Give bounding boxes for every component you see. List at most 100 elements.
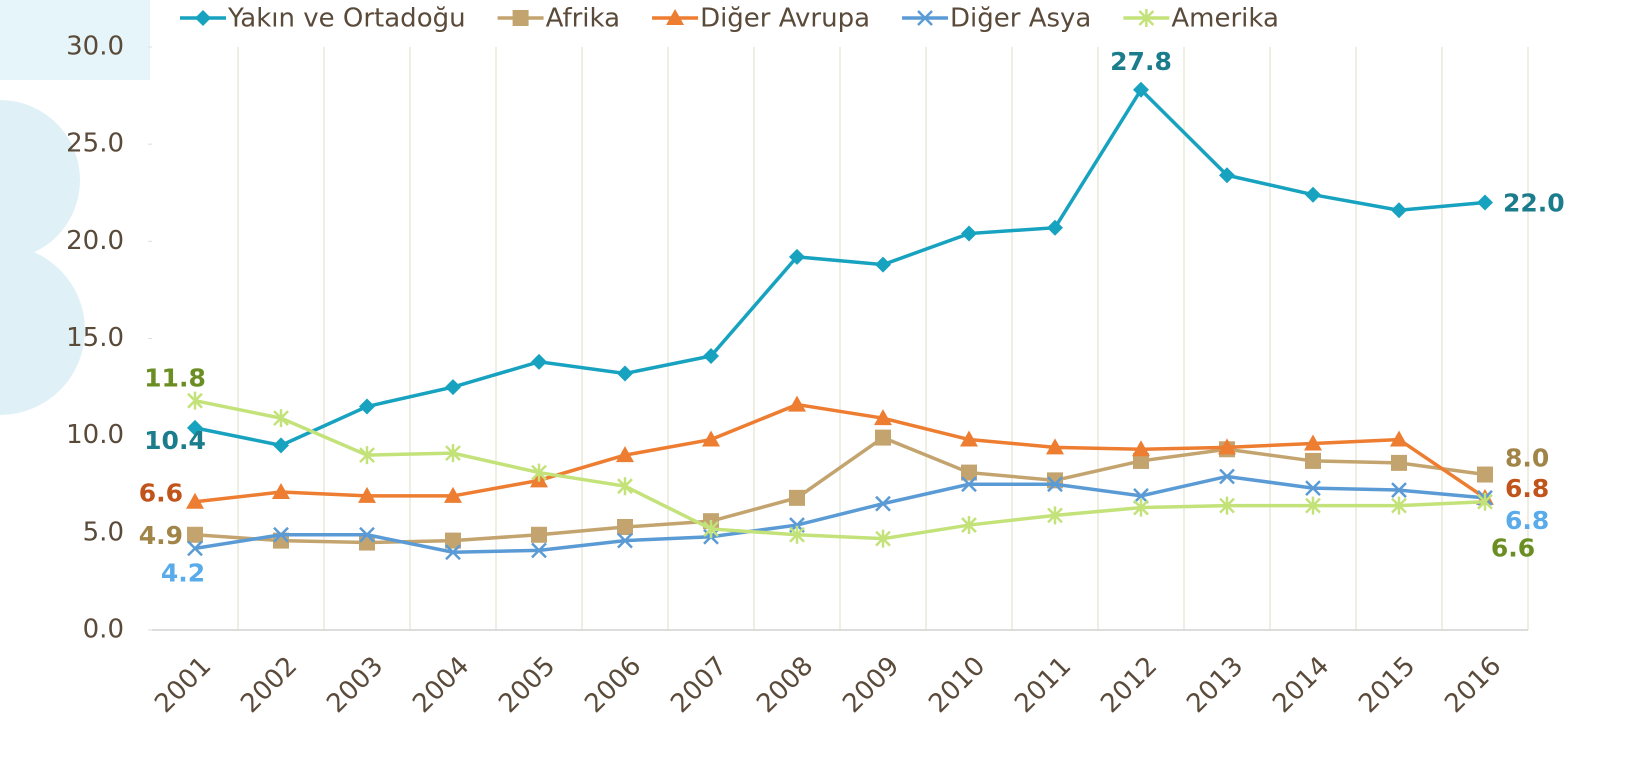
marker bbox=[702, 430, 720, 447]
marker bbox=[1218, 438, 1236, 455]
marker bbox=[445, 544, 461, 561]
marker bbox=[186, 492, 204, 509]
marker bbox=[195, 10, 211, 26]
x-tick-label: 2009 bbox=[837, 651, 905, 719]
y-tick-label: 10.0 bbox=[66, 420, 124, 450]
legend-item: Yakın ve Ortadoğu bbox=[180, 4, 466, 34]
marker bbox=[359, 398, 375, 415]
series bbox=[187, 391, 1493, 548]
marker bbox=[1391, 202, 1407, 219]
marker bbox=[1133, 498, 1149, 517]
data-label: 27.8 bbox=[1110, 47, 1172, 76]
marker bbox=[789, 489, 805, 506]
marker bbox=[788, 395, 806, 412]
y-tick-label: 20.0 bbox=[66, 226, 124, 256]
data-label: 22.0 bbox=[1503, 188, 1565, 217]
marker bbox=[1133, 81, 1149, 98]
marker bbox=[960, 430, 978, 447]
marker bbox=[272, 483, 290, 500]
marker bbox=[961, 476, 977, 493]
marker bbox=[1046, 438, 1064, 455]
marker bbox=[617, 519, 633, 536]
marker bbox=[1047, 219, 1063, 236]
line bbox=[194, 86, 1486, 448]
marker bbox=[1477, 194, 1493, 211]
marker bbox=[531, 526, 547, 543]
marker bbox=[531, 542, 547, 559]
marker bbox=[531, 463, 547, 482]
marker bbox=[617, 477, 633, 496]
y-tick-label: 5.0 bbox=[83, 517, 124, 547]
x-tick-label: 2008 bbox=[751, 651, 819, 719]
marker bbox=[875, 429, 891, 446]
x-tick-label: 2004 bbox=[407, 651, 475, 719]
marker bbox=[917, 10, 933, 26]
marker bbox=[1219, 496, 1235, 515]
marker bbox=[1047, 476, 1063, 493]
marker bbox=[1305, 186, 1321, 203]
x-tick-label: 2015 bbox=[1353, 651, 1421, 719]
marker bbox=[1133, 488, 1149, 504]
y-tick-label: 0.0 bbox=[83, 615, 124, 645]
marker bbox=[187, 526, 203, 543]
x-tick-label: 2006 bbox=[579, 651, 647, 719]
line bbox=[194, 402, 1486, 504]
line bbox=[194, 398, 1486, 541]
marker bbox=[187, 540, 203, 557]
data-label: 6.6 bbox=[139, 479, 183, 508]
legend-item: Amerika bbox=[1123, 4, 1279, 34]
x-tick-label: 2016 bbox=[1439, 651, 1507, 719]
marker bbox=[617, 532, 633, 549]
marker bbox=[875, 529, 891, 548]
data-label: 8.0 bbox=[1505, 444, 1549, 473]
marker bbox=[187, 419, 203, 436]
data-label: 11.8 bbox=[144, 364, 206, 393]
marker bbox=[358, 486, 376, 503]
marker bbox=[875, 495, 891, 512]
marker bbox=[961, 225, 977, 242]
data-label: 6.8 bbox=[1505, 506, 1549, 535]
decoration bbox=[0, 0, 150, 415]
marker bbox=[1391, 496, 1407, 515]
marker bbox=[445, 444, 461, 463]
marker bbox=[1133, 452, 1149, 469]
marker bbox=[703, 519, 719, 538]
legend-label: Afrika bbox=[546, 4, 620, 34]
legend-label: Diğer Asya bbox=[950, 4, 1091, 34]
x-tick-label: 2011 bbox=[1009, 651, 1077, 719]
marker bbox=[512, 10, 529, 26]
data-label: 10.4 bbox=[144, 426, 206, 455]
series bbox=[186, 395, 1494, 509]
marker bbox=[703, 347, 719, 364]
y-tick-label: 30.0 bbox=[66, 32, 124, 62]
legend-item: Afrika bbox=[497, 4, 620, 34]
x-tick-label: 2010 bbox=[923, 651, 991, 719]
y-tick-label: 15.0 bbox=[66, 323, 124, 353]
marker bbox=[359, 526, 375, 543]
marker bbox=[1477, 466, 1493, 483]
x-tick-label: 2003 bbox=[321, 651, 389, 719]
marker bbox=[445, 532, 461, 549]
marker bbox=[273, 409, 289, 428]
data-label: 4.9 bbox=[139, 521, 183, 550]
x-tick-label: 2007 bbox=[665, 651, 733, 719]
legend-label: Yakın ve Ortadoğu bbox=[227, 4, 466, 34]
marker bbox=[875, 256, 891, 273]
data-label: 6.6 bbox=[1491, 534, 1535, 563]
line bbox=[194, 474, 1486, 555]
marker bbox=[1219, 167, 1235, 184]
legend-label: Diğer Avrupa bbox=[700, 4, 870, 34]
marker bbox=[616, 446, 634, 463]
marker bbox=[961, 516, 977, 535]
line bbox=[194, 435, 1486, 545]
marker bbox=[789, 525, 805, 544]
y-tick-label: 25.0 bbox=[66, 129, 124, 159]
x-tick-label: 2013 bbox=[1181, 651, 1249, 719]
marker bbox=[187, 391, 203, 410]
marker bbox=[1305, 496, 1321, 515]
marker bbox=[874, 409, 892, 426]
marker bbox=[1219, 468, 1235, 485]
data-label: 6.8 bbox=[1505, 474, 1549, 503]
legend-item: Diğer Avrupa bbox=[652, 4, 870, 34]
